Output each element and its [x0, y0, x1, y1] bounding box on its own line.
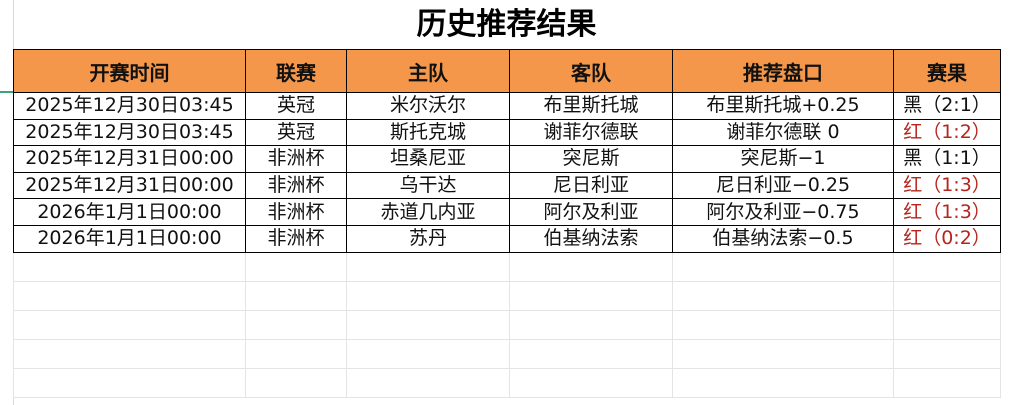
- cell-league[interactable]: 英冠: [245, 92, 347, 120]
- cell-result[interactable]: 黑（1:1）: [893, 145, 1001, 173]
- cell-result[interactable]: 红（1:3）: [893, 198, 1001, 226]
- cell-pick[interactable]: 尼日利亚−0.25: [672, 171, 894, 200]
- cell-home-team[interactable]: 米尔沃尔: [346, 92, 510, 120]
- cell-time[interactable]: 2025年12月31日00:00: [13, 171, 246, 200]
- cell[interactable]: [346, 251, 510, 282]
- cell-pick[interactable]: 布里斯托城+0.25: [672, 92, 894, 120]
- cell-pick[interactable]: 谢菲尔德联 0: [672, 118, 894, 147]
- cell[interactable]: [893, 280, 1001, 311]
- cell-league[interactable]: 非洲杯: [245, 171, 347, 200]
- table-row: 2025年12月31日00:00 非洲杯 坦桑尼亚 突尼斯 突尼斯−1 黑（1:1）: [13, 145, 1001, 173]
- cell-away-team[interactable]: 伯基纳法索: [509, 224, 673, 253]
- cell[interactable]: [245, 280, 347, 311]
- cell[interactable]: [509, 280, 673, 311]
- header-home[interactable]: 主队: [346, 49, 510, 93]
- cell[interactable]: [13, 251, 246, 282]
- header-time[interactable]: 开赛时间: [13, 49, 246, 93]
- cell[interactable]: [509, 251, 673, 282]
- cell[interactable]: [245, 367, 347, 398]
- table-row: 2026年1月1日00:00 非洲杯 赤道几内亚 阿尔及利亚 阿尔及利亚−0.75 红（1…: [13, 198, 1001, 226]
- cell-league[interactable]: 非洲杯: [245, 198, 347, 226]
- cell-away-team[interactable]: 尼日利亚: [509, 171, 673, 200]
- cell[interactable]: [672, 367, 894, 398]
- cell[interactable]: [672, 251, 894, 282]
- cell-time[interactable]: 2026年1月1日00:00: [13, 224, 246, 253]
- results-table: 开赛时间 联赛 主队 客队 推荐盘口 赛果 2025年12月30日03:45 英冠…: [13, 49, 1001, 398]
- cell[interactable]: [346, 367, 510, 398]
- cell[interactable]: [509, 367, 673, 398]
- cell-time[interactable]: 2025年12月30日03:45: [13, 118, 246, 147]
- cell-home-team[interactable]: 斯托克城: [346, 118, 510, 147]
- cell-away-team[interactable]: 谢菲尔德联: [509, 118, 673, 147]
- cell-pick[interactable]: 阿尔及利亚−0.75: [672, 198, 894, 226]
- sheet-title[interactable]: 历史推荐结果: [416, 7, 597, 42]
- cell-away-team[interactable]: 布里斯托城: [509, 92, 673, 120]
- cell-result[interactable]: 红（1:3）: [893, 171, 1001, 200]
- header-pick[interactable]: 推荐盘口: [672, 49, 894, 93]
- cell[interactable]: [509, 309, 673, 340]
- cell-away-team[interactable]: 突尼斯: [509, 145, 673, 173]
- cell[interactable]: [13, 367, 246, 398]
- cell[interactable]: [346, 309, 510, 340]
- cell[interactable]: [893, 309, 1001, 340]
- table-row: 2025年12月31日00:00 非洲杯 乌干达 尼日利亚 尼日利亚−0.25 红（1:3…: [13, 171, 1001, 200]
- cell-result[interactable]: 黑（2:1）: [893, 92, 1001, 120]
- cell[interactable]: [13, 280, 246, 311]
- empty-row: [13, 251, 1001, 282]
- cell-time[interactable]: 2025年12月31日00:00: [13, 145, 246, 173]
- cell-home-team[interactable]: 苏丹: [346, 224, 510, 253]
- header-away[interactable]: 客队: [509, 49, 673, 93]
- cell-league[interactable]: 非洲杯: [245, 224, 347, 253]
- cell-pick[interactable]: 突尼斯−1: [672, 145, 894, 173]
- cell[interactable]: [672, 338, 894, 369]
- cell[interactable]: [509, 338, 673, 369]
- cell[interactable]: [672, 280, 894, 311]
- cell[interactable]: [245, 338, 347, 369]
- table-row: 2025年12月30日03:45 英冠 斯托克城 谢菲尔德联 谢菲尔德联 0 红（1:2）: [13, 118, 1001, 147]
- header-row: 开赛时间 联赛 主队 客队 推荐盘口 赛果: [13, 49, 1001, 93]
- empty-row: [13, 338, 1001, 369]
- empty-row: [13, 280, 1001, 311]
- cell[interactable]: [13, 338, 246, 369]
- cell-result[interactable]: 红（0:2）: [893, 224, 1001, 253]
- header-league[interactable]: 联赛: [245, 49, 347, 93]
- cell[interactable]: [893, 338, 1001, 369]
- cell-result[interactable]: 红（1:2）: [893, 118, 1001, 147]
- cell[interactable]: [245, 309, 347, 340]
- cell-time[interactable]: 2026年1月1日00:00: [13, 198, 246, 226]
- row-header-gutter: [0, 0, 14, 405]
- header-result[interactable]: 赛果: [893, 49, 1001, 93]
- table-row: 2025年12月30日03:45 英冠 米尔沃尔 布里斯托城 布里斯托城+0.25 黑（2…: [13, 92, 1001, 120]
- empty-row: [13, 367, 1001, 398]
- cell[interactable]: [346, 338, 510, 369]
- cell-home-team[interactable]: 坦桑尼亚: [346, 145, 510, 173]
- cell-league[interactable]: 英冠: [245, 118, 347, 147]
- cell-home-team[interactable]: 乌干达: [346, 171, 510, 200]
- cell-home-team[interactable]: 赤道几内亚: [346, 198, 510, 226]
- cell[interactable]: [893, 367, 1001, 398]
- cell-away-team[interactable]: 阿尔及利亚: [509, 198, 673, 226]
- cell-time[interactable]: 2025年12月30日03:45: [13, 92, 246, 120]
- selected-row-marker: [0, 91, 13, 93]
- table-row: 2026年1月1日00:00 非洲杯 苏丹 伯基纳法索 伯基纳法索−0.5 红（0:2）: [13, 224, 1001, 253]
- empty-row: [13, 309, 1001, 340]
- cell-pick[interactable]: 伯基纳法索−0.5: [672, 224, 894, 253]
- cell[interactable]: [346, 280, 510, 311]
- cell[interactable]: [893, 251, 1001, 282]
- cell[interactable]: [672, 309, 894, 340]
- cell[interactable]: [13, 309, 246, 340]
- cell[interactable]: [245, 251, 347, 282]
- cell-league[interactable]: 非洲杯: [245, 145, 347, 173]
